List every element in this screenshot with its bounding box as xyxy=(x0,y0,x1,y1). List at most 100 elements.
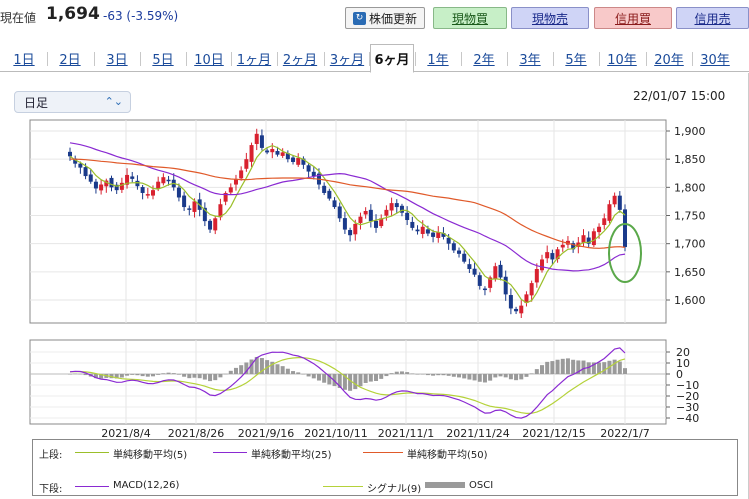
tab-period-16[interactable]: 30年 xyxy=(700,52,730,68)
tab-period-14[interactable]: 10年 xyxy=(607,52,637,68)
osci-bar xyxy=(415,374,420,375)
interval-select[interactable]: 日足 ⌃⌄ xyxy=(14,91,131,113)
date-tick-label: 2021/11/1 xyxy=(378,427,434,440)
tab-divider xyxy=(415,52,416,66)
osci-bar xyxy=(565,358,570,374)
macd-plot-area xyxy=(29,339,667,425)
margin-buy-button[interactable]: 信用買 xyxy=(594,7,672,29)
tab-period-15[interactable]: 20年 xyxy=(654,52,684,68)
candle-body xyxy=(348,230,353,236)
legend-upper-label: 上段: xyxy=(39,450,63,461)
osci-bar xyxy=(617,361,622,374)
candle-body xyxy=(457,250,462,254)
price-tick-label: 1,700 xyxy=(674,238,706,251)
tab-period-6[interactable]: 1ヶ月 xyxy=(236,52,272,68)
candle-body xyxy=(482,288,487,291)
candle-body xyxy=(451,243,456,251)
candle-body xyxy=(285,153,290,160)
tab-period-12[interactable]: 3年 xyxy=(519,52,541,68)
tab-divider xyxy=(231,52,232,66)
tab-period-8[interactable]: 3ヶ月 xyxy=(329,52,365,68)
macd-tick-label: 20 xyxy=(676,346,690,359)
price-label: 現在値 xyxy=(0,11,37,25)
spot-buy-button[interactable]: 現物買 xyxy=(433,7,507,29)
date-tick-label: 2021/11/24 xyxy=(446,427,509,440)
tab-period-11[interactable]: 2年 xyxy=(473,52,495,68)
chevron-updown-icon: ⌃⌄ xyxy=(104,95,123,108)
price-tick-label: 1,600 xyxy=(674,294,706,307)
candle-body xyxy=(88,174,93,182)
osci-bar xyxy=(119,374,124,378)
tab-period-2[interactable]: 2日 xyxy=(59,52,81,68)
interval-select-value: 日足 xyxy=(24,95,49,110)
osci-bar xyxy=(451,374,456,377)
osci-bar xyxy=(306,374,311,377)
candle-body xyxy=(384,209,389,216)
candle-body xyxy=(431,232,436,237)
candle-body xyxy=(337,206,342,219)
chart-legend: 上段: 単純移動平均(5) 単純移動平均(25) 単純移動平均(50) 下段: … xyxy=(32,439,738,496)
tab-period-10[interactable]: 1年 xyxy=(427,52,449,68)
candle-body xyxy=(311,171,316,177)
osci-bar xyxy=(311,374,316,379)
candle-body xyxy=(399,205,404,213)
candle-body xyxy=(571,243,576,250)
margin-sell-button[interactable]: 信用売 xyxy=(676,7,749,29)
tab-period-13[interactable]: 5年 xyxy=(565,52,587,68)
candle-body xyxy=(259,135,264,148)
candle-body xyxy=(125,174,130,185)
osci-bar xyxy=(358,374,363,387)
osci-bar xyxy=(524,374,529,377)
ma25-legend-label: 単純移動平均(25) xyxy=(251,450,332,461)
tab-divider xyxy=(324,52,325,66)
osci-bar xyxy=(316,374,321,381)
legend-lower-label: 下段: xyxy=(39,484,63,495)
candle-body xyxy=(202,207,207,222)
candle-body xyxy=(322,185,327,193)
tab-divider xyxy=(553,52,554,66)
osci-bar xyxy=(223,373,228,375)
osci-bar xyxy=(555,359,560,374)
osci-bar xyxy=(208,374,213,382)
candle-body xyxy=(192,201,197,212)
tab-period-3[interactable]: 3日 xyxy=(106,52,128,68)
candle-body xyxy=(265,150,270,153)
osci-bar xyxy=(436,374,441,376)
osci-bar xyxy=(156,374,161,375)
osci-bar xyxy=(493,374,498,378)
date-tick-label: 2021/8/4 xyxy=(101,427,150,440)
osci-bar xyxy=(233,367,238,374)
osci-bar xyxy=(545,361,550,374)
macd-legend-label: MACD(12,26) xyxy=(113,480,180,491)
osci-bar xyxy=(550,361,555,374)
tab-period-4[interactable]: 5日 xyxy=(152,52,174,68)
tab-divider xyxy=(461,52,462,66)
tab-period-5[interactable]: 10日 xyxy=(194,52,224,68)
candle-body xyxy=(99,184,104,191)
candle-body xyxy=(156,181,161,189)
tab-divider xyxy=(507,52,508,66)
candle-body xyxy=(477,275,482,286)
candle-body xyxy=(597,226,602,233)
tab-period-7[interactable]: 2ヶ月 xyxy=(282,52,318,68)
osci-bar xyxy=(182,374,187,377)
candle-body xyxy=(415,229,420,232)
candle-body xyxy=(555,249,560,260)
osci-bar xyxy=(586,362,591,374)
osci-bar xyxy=(342,374,347,390)
tab-divider xyxy=(94,52,95,66)
price-tick-label: 1,850 xyxy=(674,153,706,166)
macd-tick-label: −20 xyxy=(676,390,699,403)
refresh-quote-button[interactable]: ↻ 株価更新 xyxy=(345,7,425,29)
osci-bar xyxy=(244,362,249,374)
tab-period-9[interactable]: 6ヶ月 xyxy=(370,44,414,73)
candle-body xyxy=(519,305,524,314)
osci-bar xyxy=(176,374,181,375)
spot-sell-button[interactable]: 現物売 xyxy=(511,7,589,29)
osci-bar xyxy=(498,374,503,377)
tab-period-1[interactable]: 1日 xyxy=(13,52,35,68)
ma25-line xyxy=(69,142,626,272)
ma5-legend-swatch xyxy=(75,452,109,453)
osci-bar xyxy=(374,374,379,381)
osci-bar xyxy=(581,360,586,374)
